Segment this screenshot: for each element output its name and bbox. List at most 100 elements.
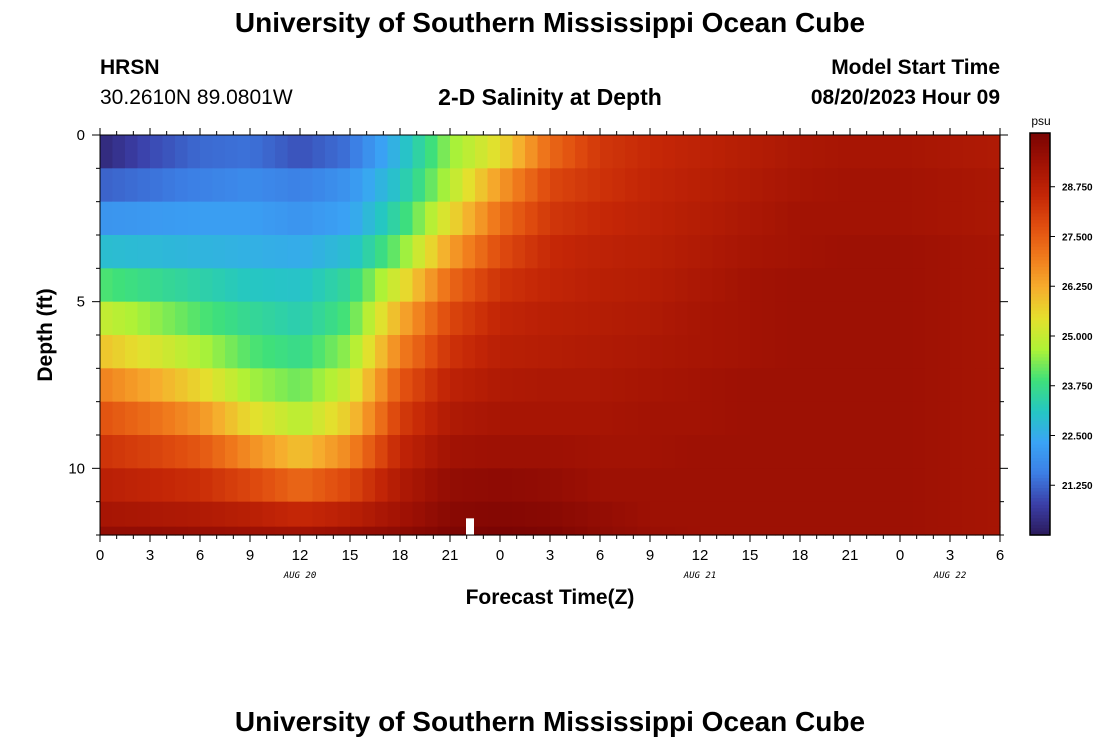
heatmap-cell — [475, 335, 489, 369]
heatmap-cell — [625, 135, 639, 169]
heatmap-cell — [262, 435, 276, 469]
heatmap-cell — [575, 335, 589, 369]
colorbar-segment — [1030, 169, 1050, 174]
heatmap-cell — [675, 335, 689, 369]
heatmap-cell — [375, 168, 389, 203]
colorbar-segment — [1030, 283, 1050, 288]
heatmap-cell — [812, 526, 826, 536]
heatmap-cell — [450, 501, 464, 528]
heatmap-cell — [912, 201, 926, 236]
heatmap-cell — [737, 368, 751, 403]
heatmap-cell — [325, 268, 339, 303]
heatmap-cell — [225, 468, 239, 503]
heatmap-cell — [800, 235, 814, 269]
heatmap-cell — [625, 526, 639, 536]
heatmap-cell — [575, 235, 589, 269]
colorbar-segment — [1030, 524, 1050, 529]
heatmap-cell — [312, 135, 326, 169]
colorbar: 28.750 27.500 26.250 25.000 23.750 22.500 21.2… — [1029, 132, 1093, 536]
heatmap-cell — [237, 435, 251, 469]
colorbar-segment — [1030, 267, 1050, 271]
heatmap-cell — [312, 335, 326, 369]
heatmap-cell — [475, 368, 489, 403]
heatmap-cell — [662, 526, 676, 536]
heatmap-cell — [437, 301, 451, 336]
heatmap-cell — [700, 435, 714, 469]
heatmap-cell — [750, 201, 764, 236]
heatmap-cell — [737, 135, 751, 169]
heatmap-cell — [175, 335, 189, 369]
heatmap-cell — [662, 268, 676, 303]
heatmap-cell — [387, 468, 401, 503]
heatmap-cell — [425, 435, 439, 469]
colorbar-segment — [1030, 297, 1050, 302]
heatmap-cell — [700, 468, 714, 503]
heatmap-cell — [350, 401, 364, 436]
heatmap-cell — [725, 335, 739, 369]
colorbar-segment — [1030, 370, 1050, 375]
heatmap-cell — [537, 435, 551, 469]
heatmap-cell — [787, 501, 801, 528]
heatmap-cell — [300, 235, 314, 269]
colorbar-segment — [1030, 431, 1050, 436]
heatmap-cell — [987, 201, 1001, 236]
heatmap-cell — [325, 401, 339, 436]
heatmap-cell — [212, 526, 226, 536]
heatmap-cell — [437, 401, 451, 436]
colorbar-segment — [1030, 186, 1050, 191]
heatmap-cell — [212, 401, 226, 436]
heatmap-cell — [712, 301, 726, 336]
heatmap-cell — [125, 501, 139, 528]
heatmap-cell — [587, 501, 601, 528]
heatmap-cell — [162, 235, 176, 269]
heatmap-cell — [262, 301, 276, 336]
heatmap-cell — [525, 468, 539, 503]
x-tick-label: 0 — [96, 547, 104, 564]
colorbar-segment — [1030, 434, 1050, 439]
heatmap-cell — [387, 526, 401, 536]
heatmap-cell — [625, 168, 639, 203]
heatmap-cell — [412, 335, 426, 369]
heatmap-cell — [862, 468, 876, 503]
heatmap-cell — [350, 526, 364, 536]
heatmap-cell — [137, 301, 151, 336]
heatmap-cell — [137, 401, 151, 436]
heatmap-cell — [412, 268, 426, 303]
heatmap-cell — [500, 435, 514, 469]
heatmap-cell — [900, 201, 914, 236]
heatmap-cell — [637, 268, 651, 303]
heatmap-cell — [375, 335, 389, 369]
colorbar-segment — [1030, 179, 1050, 184]
colorbar-segment — [1030, 196, 1050, 201]
heatmap-cell — [137, 501, 151, 528]
heatmap-cell — [400, 435, 414, 469]
heatmap-cell — [100, 368, 114, 403]
heatmap-cell — [562, 168, 576, 203]
heatmap-cell — [250, 468, 264, 503]
heatmap-cell — [950, 468, 964, 503]
heatmap-cell — [950, 235, 964, 269]
heatmap-cell — [912, 168, 926, 203]
heatmap-cell — [962, 335, 976, 369]
heatmap-cell — [487, 201, 501, 236]
colorbar-segment — [1030, 360, 1050, 365]
heatmap-cell — [237, 526, 251, 536]
heatmap-cell — [175, 501, 189, 528]
heatmap-cell — [137, 435, 151, 469]
heatmap-cell — [950, 335, 964, 369]
heatmap-cell — [500, 501, 514, 528]
heatmap-cell — [425, 368, 439, 403]
heatmap-cell — [112, 501, 126, 528]
heatmap-cell — [125, 435, 139, 469]
heatmap-cell — [450, 368, 464, 403]
heatmap-cell — [525, 501, 539, 528]
heatmap-cell — [862, 368, 876, 403]
heatmap-cell — [912, 526, 926, 536]
heatmap-cell — [662, 168, 676, 203]
heatmap-cell — [700, 501, 714, 528]
heatmap-cell — [312, 301, 326, 336]
heatmap-cell — [687, 468, 701, 503]
heatmap-cell — [512, 401, 526, 436]
heatmap-cell — [762, 468, 776, 503]
colorbar-segment — [1030, 380, 1050, 385]
